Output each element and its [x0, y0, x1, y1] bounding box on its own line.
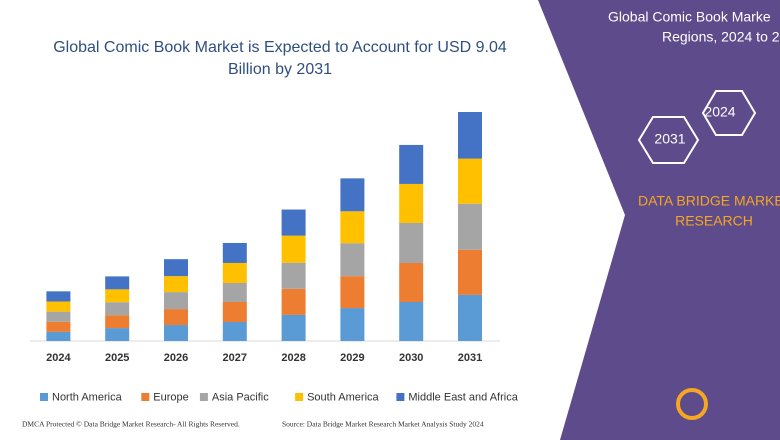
panel-title: Global Comic Book Marke — [608, 9, 771, 25]
logo — [676, 388, 708, 420]
x-tick-label: 2030 — [399, 352, 423, 364]
bar-segment — [458, 249, 482, 295]
chart-title: Billion by 2031 — [228, 61, 332, 78]
hexagon — [701, 90, 757, 136]
bar-segment — [164, 276, 188, 293]
footer-left: DMCA Protected © Data Bridge Market Rese… — [22, 420, 240, 429]
bar-segment — [281, 235, 306, 263]
bar-segment — [281, 314, 306, 341]
bar-segment — [46, 331, 71, 341]
legend-label: South America — [307, 391, 379, 403]
hex-label: 2031 — [654, 131, 685, 147]
bar-segment — [340, 178, 365, 212]
x-tick-label: 2031 — [458, 352, 482, 364]
bar-segment — [281, 288, 306, 315]
bar-segment — [458, 203, 482, 250]
bar-segment — [222, 282, 247, 302]
side-panel — [538, 0, 780, 440]
bar-segment — [340, 276, 365, 309]
bar-segment — [399, 222, 424, 263]
legend-label: Europe — [153, 391, 188, 403]
bar-segment — [105, 302, 130, 316]
x-tick-label: 2026 — [164, 352, 188, 364]
legend-swatch — [396, 393, 405, 401]
bar-segment — [222, 262, 247, 283]
legend-swatch — [141, 393, 150, 401]
bar-segment — [399, 262, 424, 302]
x-tick-label: 2025 — [105, 352, 129, 364]
bar-segment — [399, 301, 424, 341]
bar-segment — [46, 321, 71, 332]
bar-segment — [222, 301, 247, 323]
bar-segment — [458, 294, 482, 341]
bar-segment — [105, 289, 130, 303]
panel-title: Regions, 2024 to 2 — [662, 29, 780, 45]
bar-segment — [46, 301, 71, 312]
bar-segment — [164, 292, 188, 310]
bar-segment — [105, 315, 130, 329]
bar-segment — [105, 276, 130, 290]
bar-segment — [164, 259, 188, 277]
hex-label: 2024 — [704, 104, 735, 120]
legend-label: Asia Pacific — [212, 391, 269, 403]
bar-segment — [222, 322, 247, 341]
bar-segment — [340, 211, 365, 244]
bar-segment — [164, 309, 188, 326]
bar-segment — [222, 242, 247, 263]
legend-swatch — [295, 393, 304, 401]
hexagon — [637, 116, 700, 164]
bar-segment — [281, 262, 306, 289]
x-tick-label: 2028 — [281, 352, 305, 364]
bar-segment — [281, 209, 306, 236]
footer-right: Source: Data Bridge Market Research Mark… — [282, 420, 484, 429]
brand-text: DATA BRIDGE MARKE — [638, 193, 780, 209]
legend-label: Middle East and Africa — [408, 391, 518, 403]
bar-segment — [458, 158, 482, 204]
legend-swatch — [199, 393, 208, 401]
bar-segment — [399, 183, 424, 223]
bar-segment — [164, 325, 188, 341]
legend-label: North America — [52, 391, 123, 403]
x-tick-label: 2027 — [223, 352, 247, 364]
brand-text: RESEARCH — [675, 213, 753, 229]
bar-segment — [105, 328, 130, 341]
bar-segment — [340, 308, 365, 341]
bar-segment — [46, 291, 71, 302]
legend-swatch — [40, 393, 48, 401]
bar-segment — [399, 144, 424, 184]
x-tick-label: 2029 — [340, 352, 364, 364]
bar-segment — [340, 243, 365, 277]
bar-segment — [458, 112, 482, 159]
bar-segment — [46, 311, 71, 322]
chart-title: Global Comic Book Market is Expected to … — [53, 39, 507, 56]
x-tick-label: 2024 — [46, 352, 71, 364]
